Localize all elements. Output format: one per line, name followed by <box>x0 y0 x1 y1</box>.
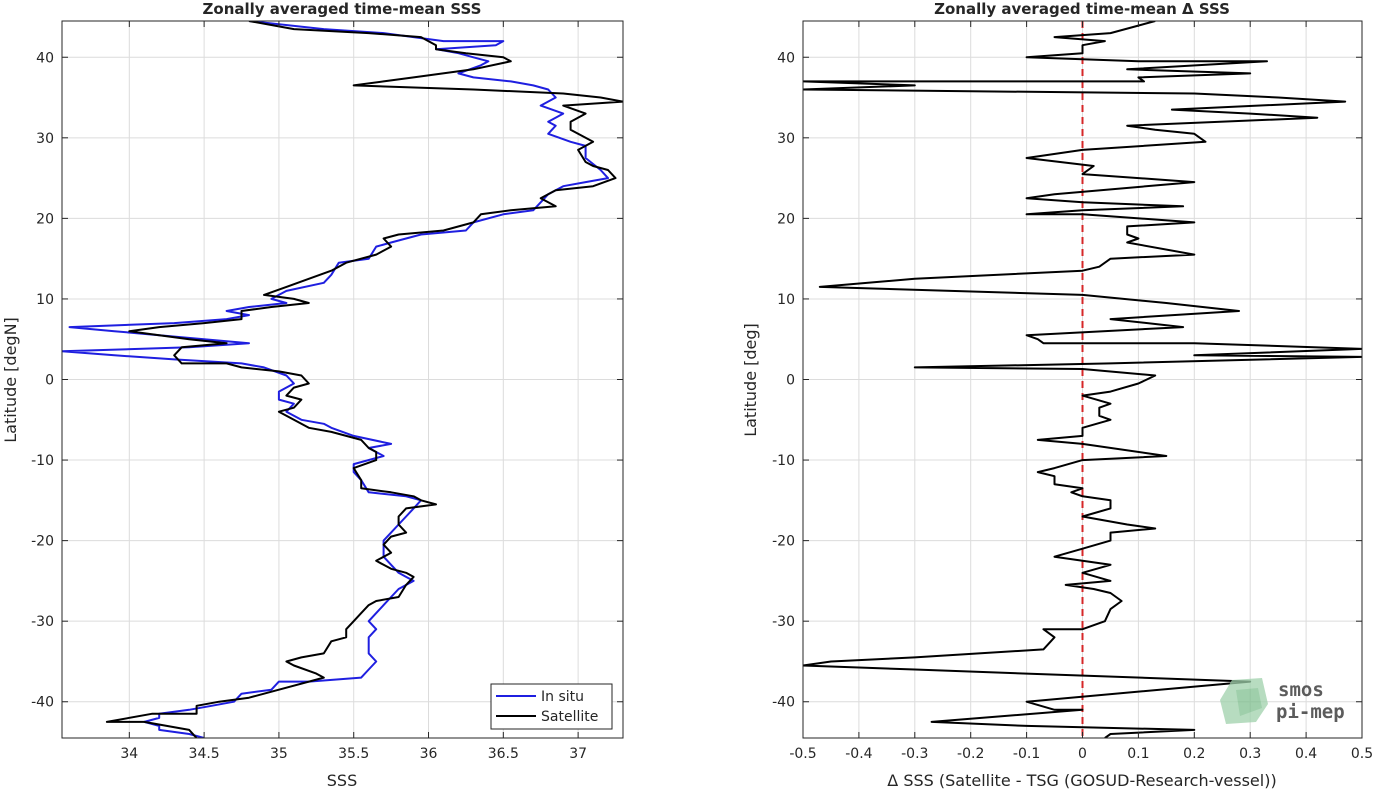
left-x-tick-label: 35.5 <box>338 746 369 762</box>
left-chart-title: Zonally averaged time-mean SSS <box>203 0 482 18</box>
right-series-delta-sss-line <box>803 21 1362 738</box>
left-grid <box>62 21 623 738</box>
logo-text-smos: smos <box>1278 679 1324 701</box>
left-x-tick-label: 36 <box>420 746 438 762</box>
right-panel: Zonally averaged time-mean Δ SSS -0.5 -0.… <box>741 0 1373 790</box>
left-y-tick-label: 10 <box>36 292 54 308</box>
right-chart-title: Zonally averaged time-mean Δ SSS <box>934 0 1230 18</box>
right-x-tick-label: 0.1 <box>1127 746 1149 762</box>
right-x-tick-label: 0.3 <box>1239 746 1261 762</box>
logo-text-pimep: pi-mep <box>1276 701 1345 723</box>
left-y-tick-label: 40 <box>36 50 54 66</box>
left-y-axis-label: Latitude [degN] <box>1 317 20 443</box>
left-x-tick-label: 37 <box>569 746 587 762</box>
right-x-tick-label: 0 <box>1078 746 1087 762</box>
right-y-tick-label: 20 <box>777 211 795 227</box>
left-series-satellite-line <box>105 21 623 738</box>
left-y-tick-label: 20 <box>36 211 54 227</box>
right-y-tick-label: 0 <box>786 373 795 389</box>
smos-pimep-logo: smos pi-mep <box>1220 678 1345 724</box>
right-y-tick-label: 30 <box>777 131 795 147</box>
left-y-tick-label: -30 <box>31 614 54 630</box>
legend: In situ Satellite <box>490 683 613 730</box>
left-y-tick-label: 0 <box>45 373 54 389</box>
left-y-tick-label: -20 <box>31 534 54 550</box>
right-x-tick-label: -0.1 <box>1013 746 1040 762</box>
right-x-tick-label: 0.5 <box>1351 746 1373 762</box>
right-y-tick-label: 10 <box>777 292 795 308</box>
right-x-tick-label: -0.5 <box>789 746 816 762</box>
left-y-tick-label: -40 <box>31 695 54 711</box>
right-series-group <box>803 21 1362 738</box>
right-y-tick-label: -40 <box>772 695 795 711</box>
right-x-tick-label: 0.4 <box>1295 746 1317 762</box>
right-ticks: -0.5 -0.4 -0.3 -0.2 -0.1 0 0.1 0.2 0.3 0.4 0.5 -40 -… <box>772 21 1373 762</box>
right-x-tick-label: -0.4 <box>845 746 872 762</box>
right-y-tick-label: -30 <box>772 614 795 630</box>
right-y-tick-label: -10 <box>772 453 795 469</box>
right-y-axis-label: Latitude [deg] <box>741 323 760 437</box>
right-x-tick-label: -0.2 <box>957 746 984 762</box>
left-x-tick-label: 34 <box>120 746 138 762</box>
right-x-tick-label: 0.2 <box>1183 746 1205 762</box>
logo-shape-inner <box>1236 688 1262 716</box>
right-y-tick-label: 40 <box>777 50 795 66</box>
left-x-tick-label: 35 <box>270 746 288 762</box>
left-x-axis-label: SSS <box>327 771 357 790</box>
legend-box <box>490 683 613 730</box>
left-panel: Zonally averaged time-mean SSS 34 34.5 35 3… <box>1 0 624 790</box>
right-grid <box>802 21 1363 738</box>
right-x-axis-label: Δ SSS (Satellite - TSG (GOSUD-Research-v… <box>887 771 1276 790</box>
legend-in-situ-label: In situ <box>541 689 584 705</box>
right-x-tick-label: -0.3 <box>901 746 928 762</box>
left-y-tick-label: 30 <box>36 131 54 147</box>
left-ticks: 34 34.5 35 35.5 36 36.5 37 -40 -30 -20 -10 0 10 20 30 4… <box>31 21 623 762</box>
left-x-tick-label: 34.5 <box>189 746 220 762</box>
left-series-in-situ-line <box>62 21 609 738</box>
right-y-tick-label: -20 <box>772 534 795 550</box>
left-y-tick-label: -10 <box>31 453 54 469</box>
legend-satellite-label: Satellite <box>541 709 598 725</box>
left-series-group <box>62 21 623 738</box>
left-x-tick-label: 36.5 <box>488 746 519 762</box>
